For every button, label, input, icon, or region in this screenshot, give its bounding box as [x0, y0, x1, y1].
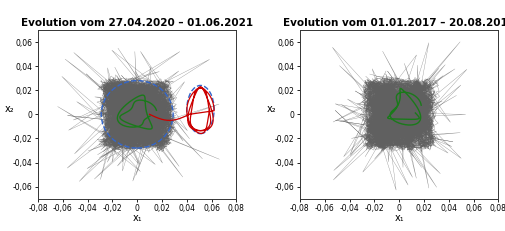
Y-axis label: x₂: x₂ — [267, 104, 276, 114]
Title: Evolution vom 27.04.2020 – 01.06.2021: Evolution vom 27.04.2020 – 01.06.2021 — [21, 18, 253, 28]
X-axis label: x₁: x₁ — [132, 213, 142, 223]
Title: Evolution vom 01.01.2017 – 20.08.2018: Evolution vom 01.01.2017 – 20.08.2018 — [283, 18, 505, 28]
X-axis label: x₁: x₁ — [393, 213, 403, 223]
Y-axis label: x₂: x₂ — [5, 104, 15, 114]
